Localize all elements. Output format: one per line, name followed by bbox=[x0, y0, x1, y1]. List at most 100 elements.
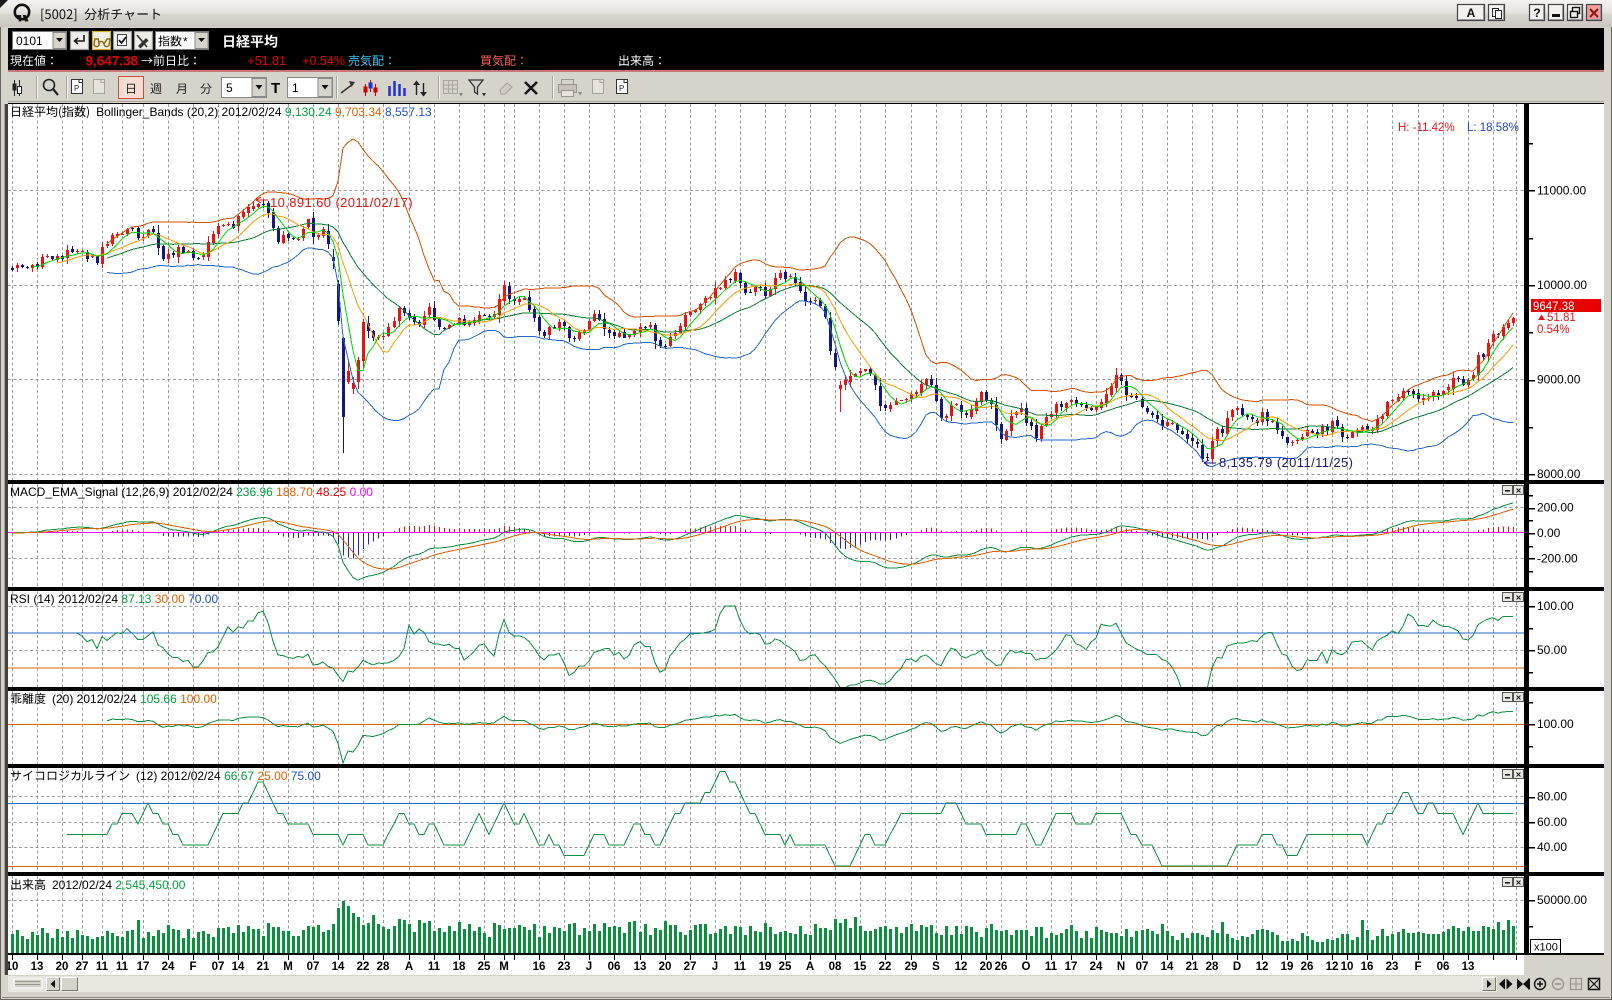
svg-text:16: 16 bbox=[533, 961, 546, 973]
svg-text:T: T bbox=[271, 80, 280, 97]
svg-text:24: 24 bbox=[1090, 961, 1103, 973]
svg-text:9,703.34: 9,703.34 bbox=[335, 105, 382, 119]
svg-text:RSI (14) 2012/02/24: RSI (14) 2012/02/24 bbox=[10, 592, 118, 606]
svg-text:O: O bbox=[1022, 961, 1031, 973]
svg-text:0.54%: 0.54% bbox=[1537, 324, 1570, 336]
svg-text:Bollinger_Bands (20,2) 2012/02: Bollinger_Bands (20,2) 2012/02/24 bbox=[96, 105, 282, 119]
svg-text:17: 17 bbox=[1065, 961, 1078, 973]
svg-text:40.00: 40.00 bbox=[1537, 840, 1567, 854]
svg-text:S: S bbox=[932, 961, 940, 973]
svg-text:9,647.38: 9,647.38 bbox=[85, 54, 138, 69]
svg-text:07: 07 bbox=[1136, 961, 1149, 973]
svg-text:H: -11.42%: H: -11.42% bbox=[1398, 122, 1455, 134]
svg-text:06: 06 bbox=[1437, 961, 1450, 973]
svg-text:10000.00: 10000.00 bbox=[1537, 278, 1587, 292]
svg-text:M: M bbox=[499, 961, 509, 973]
svg-text:9,130.24: 9,130.24 bbox=[285, 105, 332, 119]
svg-text:100.00: 100.00 bbox=[180, 692, 217, 706]
svg-text:14: 14 bbox=[332, 961, 345, 973]
svg-text:8,135.79 (2011/11/25): 8,135.79 (2011/11/25) bbox=[1219, 455, 1353, 470]
svg-text:14: 14 bbox=[1161, 961, 1174, 973]
svg-text:20: 20 bbox=[980, 961, 993, 973]
svg-text:MACD_EMA_Signal (12,26,9) 2012: MACD_EMA_Signal (12,26,9) 2012/02/24 bbox=[10, 485, 233, 499]
svg-text:188.70: 188.70 bbox=[276, 485, 313, 499]
svg-text:26: 26 bbox=[995, 961, 1008, 973]
svg-text:F: F bbox=[1414, 961, 1421, 973]
svg-text:26: 26 bbox=[1301, 961, 1314, 973]
svg-text:?: ? bbox=[1533, 6, 1540, 20]
svg-text:23: 23 bbox=[558, 961, 571, 973]
svg-text:27: 27 bbox=[76, 961, 89, 973]
svg-text:F: F bbox=[189, 961, 196, 973]
svg-text:2012/02/24: 2012/02/24 bbox=[52, 878, 112, 892]
svg-text:13: 13 bbox=[634, 961, 647, 973]
svg-text:M: M bbox=[283, 961, 293, 973]
svg-text:0.00: 0.00 bbox=[1537, 526, 1561, 540]
svg-text:12: 12 bbox=[1256, 961, 1269, 973]
svg-text:N: N bbox=[1117, 961, 1125, 973]
svg-text:11000.00: 11000.00 bbox=[1537, 184, 1586, 198]
svg-text:J: J bbox=[712, 961, 718, 973]
svg-text:200.00: 200.00 bbox=[1537, 501, 1574, 515]
svg-text:11: 11 bbox=[734, 961, 747, 973]
svg-text:07: 07 bbox=[307, 961, 320, 973]
svg-text:27: 27 bbox=[684, 961, 697, 973]
svg-text:14: 14 bbox=[232, 961, 245, 973]
svg-text:D: D bbox=[1233, 961, 1241, 973]
svg-text:1: 1 bbox=[292, 81, 299, 95]
svg-text:0.00: 0.00 bbox=[350, 485, 374, 499]
svg-text:16: 16 bbox=[1361, 961, 1374, 973]
svg-text:100.00: 100.00 bbox=[1537, 599, 1574, 613]
svg-text:100.00: 100.00 bbox=[1537, 717, 1574, 731]
svg-text:08: 08 bbox=[829, 961, 842, 973]
svg-text:13: 13 bbox=[31, 961, 44, 973]
svg-text:19: 19 bbox=[759, 961, 772, 973]
svg-text:2,545,450.00: 2,545,450.00 bbox=[115, 878, 185, 892]
svg-text:A: A bbox=[405, 961, 413, 973]
svg-text:24: 24 bbox=[162, 961, 175, 973]
svg-text:50.00: 50.00 bbox=[1537, 643, 1567, 657]
svg-text:11: 11 bbox=[116, 961, 129, 973]
svg-text:15: 15 bbox=[854, 961, 867, 973]
svg-text:-200.00: -200.00 bbox=[1537, 552, 1578, 566]
svg-text:19: 19 bbox=[1281, 961, 1294, 973]
svg-text:+0.54%: +0.54% bbox=[302, 54, 345, 68]
svg-text:75.00: 75.00 bbox=[291, 769, 321, 783]
svg-text:11: 11 bbox=[96, 961, 109, 973]
svg-text:10: 10 bbox=[1341, 961, 1354, 973]
svg-text:22: 22 bbox=[879, 961, 892, 973]
svg-text:12: 12 bbox=[955, 961, 968, 973]
svg-text:21: 21 bbox=[257, 961, 270, 973]
svg-text:(12) 2012/02/24: (12) 2012/02/24 bbox=[136, 769, 221, 783]
svg-text:10: 10 bbox=[6, 961, 19, 973]
svg-text:+51.81: +51.81 bbox=[247, 54, 286, 68]
svg-text:80.00: 80.00 bbox=[1537, 790, 1567, 804]
svg-text:236.96: 236.96 bbox=[236, 485, 273, 499]
svg-text:A: A bbox=[806, 961, 814, 973]
svg-text:87.13: 87.13 bbox=[121, 592, 151, 606]
svg-text:25: 25 bbox=[478, 961, 491, 973]
svg-text:23: 23 bbox=[1386, 961, 1399, 973]
svg-text:22: 22 bbox=[357, 961, 370, 973]
svg-text:11: 11 bbox=[428, 961, 441, 973]
svg-text:0101: 0101 bbox=[16, 34, 43, 48]
svg-text:x100: x100 bbox=[1534, 942, 1558, 954]
svg-text:20: 20 bbox=[659, 961, 672, 973]
svg-text:*: * bbox=[183, 35, 188, 49]
svg-text:06: 06 bbox=[608, 961, 621, 973]
svg-text:9647.38: 9647.38 bbox=[1533, 301, 1575, 313]
svg-text:20: 20 bbox=[56, 961, 69, 973]
svg-text:07: 07 bbox=[212, 961, 225, 973]
svg-text:21: 21 bbox=[1186, 961, 1199, 973]
svg-text:8000.00: 8000.00 bbox=[1537, 467, 1581, 481]
svg-text:30.00: 30.00 bbox=[155, 592, 185, 606]
svg-text:9000.00: 9000.00 bbox=[1537, 373, 1581, 387]
svg-text:(20) 2012/02/24: (20) 2012/02/24 bbox=[52, 692, 137, 706]
svg-text:28: 28 bbox=[1206, 961, 1219, 973]
svg-text:10,891.60 (2011/02/17): 10,891.60 (2011/02/17) bbox=[270, 195, 413, 210]
svg-text:11: 11 bbox=[1045, 961, 1058, 973]
svg-text:66.67: 66.67 bbox=[224, 769, 254, 783]
svg-text:P: P bbox=[619, 84, 624, 93]
svg-text:70.00: 70.00 bbox=[188, 592, 218, 606]
svg-text:50000.00: 50000.00 bbox=[1537, 893, 1587, 907]
